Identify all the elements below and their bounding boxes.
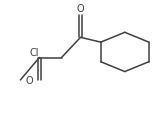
Text: O: O	[77, 4, 84, 14]
Text: O: O	[25, 75, 33, 85]
Text: Cl: Cl	[30, 47, 39, 57]
